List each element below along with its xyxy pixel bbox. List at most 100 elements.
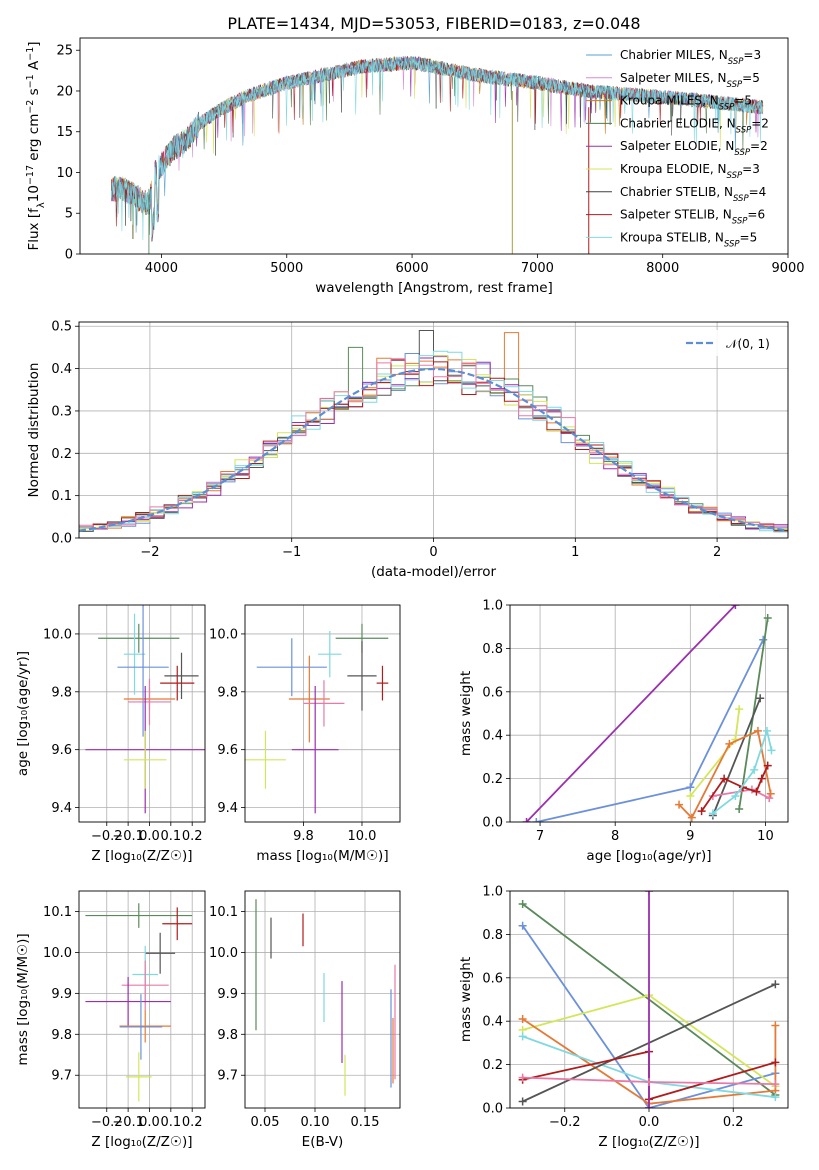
panel-age-vs-mass: 9.8 10.0 9.4 9.6 9.8 10.0 mass [log₁₀(M/M☉)] — [209, 604, 401, 864]
x-tick-label: 0.2 — [182, 1115, 203, 1130]
x-tick-label: 8 — [611, 829, 619, 844]
legend-nssp-prefix: , N — [711, 48, 728, 62]
axes: −0.2−0.10.0 0.1 0.2 9.7 9.8 9.9 10.0 10.1 Z [log… — [15, 890, 206, 1150]
errorbar-point — [347, 641, 377, 711]
x-tick-label: 0.0 — [139, 829, 160, 844]
legend-nssp-prefix: , N — [715, 208, 732, 222]
y-tick-label: 20 — [56, 84, 73, 99]
plot-area — [518, 891, 780, 1108]
x-tick-label: 10.0 — [348, 829, 377, 844]
y-tick-label: 9.9 — [51, 987, 72, 1002]
weight-marker — [750, 765, 759, 774]
legend-nssp-sub: SSP — [719, 103, 735, 113]
weight-marker — [675, 800, 684, 809]
axes: 0.05 0.10 0.15 9.7 9.8 9.9 10.0 10.1 E(B-V) — [209, 890, 401, 1150]
y-axis-label: Normed distribution — [26, 363, 42, 498]
errorbar-point — [117, 605, 169, 737]
legend-nssp-sub: SSP — [732, 217, 748, 227]
y-axis-label-part: 10 — [26, 185, 42, 202]
grid — [79, 605, 205, 822]
y-tick-label: 0.2 — [482, 1058, 503, 1073]
legend-nssp-eq: = — [742, 162, 752, 176]
legend-series-name: Salpeter MILES — [620, 71, 710, 85]
grid — [79, 891, 205, 1108]
weight-marker — [720, 774, 729, 783]
axes-frame — [509, 604, 789, 823]
legend-nssp-value: 6 — [757, 208, 765, 222]
y-tick-label: 25 — [56, 44, 73, 59]
x-tick-label: −0.2 — [91, 829, 123, 844]
weight-line — [521, 925, 776, 1108]
y-tick-label: 0.1 — [51, 489, 72, 504]
y-tick-label: 5 — [65, 207, 73, 222]
legend-box — [676, 330, 780, 356]
weight-series — [645, 891, 653, 1108]
x-tick-label: −0.2 — [91, 1115, 123, 1130]
legend-nssp-eq: = — [734, 94, 744, 108]
weight-marker — [731, 791, 740, 800]
weight-marker — [645, 1077, 653, 1086]
weight-series — [675, 726, 775, 822]
weight-marker — [518, 1015, 527, 1024]
x-axis-label: (data-model)/error — [371, 564, 497, 580]
y-tick-label: 0.4 — [482, 729, 503, 744]
errorbar-point — [85, 976, 171, 1027]
x-tick-label: 0.10 — [301, 1115, 330, 1130]
legend-nssp-sub: SSP — [733, 194, 749, 204]
legend-nssp-eq: = — [747, 208, 757, 222]
axes-frame — [79, 37, 789, 255]
x-tick-label: 0.05 — [251, 1115, 280, 1130]
y-tick-label: 0.5 — [51, 320, 72, 335]
y-tick-label: 0.0 — [51, 532, 72, 547]
y-axis-label-part: ] — [26, 41, 42, 46]
legend-entry: Kroupa MILES, NSSP=5 — [620, 94, 752, 113]
x-tick-label: 6000 — [396, 261, 429, 276]
legend-nssp-value: 2 — [761, 116, 769, 130]
weight-marker — [708, 809, 717, 818]
y-tick-label: 0.8 — [482, 928, 503, 943]
legend-nssp-value: 5 — [752, 71, 760, 85]
axes: 9.8 10.0 9.4 9.6 9.8 10.0 mass [log₁₀(M/M☉)] — [209, 604, 401, 864]
weight-marker — [763, 614, 772, 623]
errorbar-point — [245, 730, 286, 789]
y-tick-label: 10.0 — [43, 946, 72, 961]
legend-nssp-prefix: , N — [716, 185, 733, 199]
y-tick-label: 10 — [56, 166, 73, 181]
weight-line — [525, 605, 737, 822]
x-tick-label: 0.2 — [723, 1115, 744, 1130]
y-tick-label: 0.4 — [482, 1015, 503, 1030]
legend-nssp-prefix: , N — [710, 162, 727, 176]
weight-marker — [725, 739, 734, 748]
legend-nssp-value: 5 — [750, 230, 758, 244]
legend-nssp-sub: SSP — [736, 125, 752, 135]
axes-frame — [244, 890, 401, 1109]
weight-marker — [757, 774, 766, 783]
legend-series-name: Kroupa MILES — [620, 94, 702, 108]
weight-marker — [686, 791, 695, 800]
x-tick-label: −0.2 — [549, 1115, 581, 1130]
weight-series — [518, 1073, 780, 1089]
panel-age-vs-Z: −0.2−0.10.0 0.1 0.2 9.4 9.6 9.8 10.0 Z [log₁₀(Z… — [15, 604, 206, 864]
y-tick-label: 10.0 — [43, 627, 72, 642]
x-tick-label: 0.2 — [182, 829, 203, 844]
weight-marker — [762, 726, 771, 735]
legend-entry: Salpeter STELIB, NSSP=6 — [620, 208, 765, 227]
y-axis-label-part: −1 — [25, 74, 36, 88]
legend-entry: Salpeter ELODIE, NSSP=2 — [620, 139, 768, 158]
y-tick-label: 9.7 — [51, 1069, 72, 1084]
plot-area — [111, 55, 764, 254]
weight-marker — [771, 1080, 780, 1089]
axes-frame — [78, 604, 206, 823]
legend-series-name: Salpeter ELODIE — [620, 139, 718, 153]
errorbar-point — [288, 655, 330, 743]
weight-marker — [731, 605, 740, 609]
errorbar-point — [164, 652, 199, 700]
weight-series — [697, 761, 772, 816]
legend-nssp-eq: = — [740, 230, 750, 244]
y-axis-label: mass weight — [458, 957, 474, 1042]
legend-nssp-prefix: , N — [707, 230, 724, 244]
weight-marker — [771, 1058, 780, 1067]
y-tick-label: 9.4 — [217, 801, 238, 816]
grid — [245, 605, 400, 822]
